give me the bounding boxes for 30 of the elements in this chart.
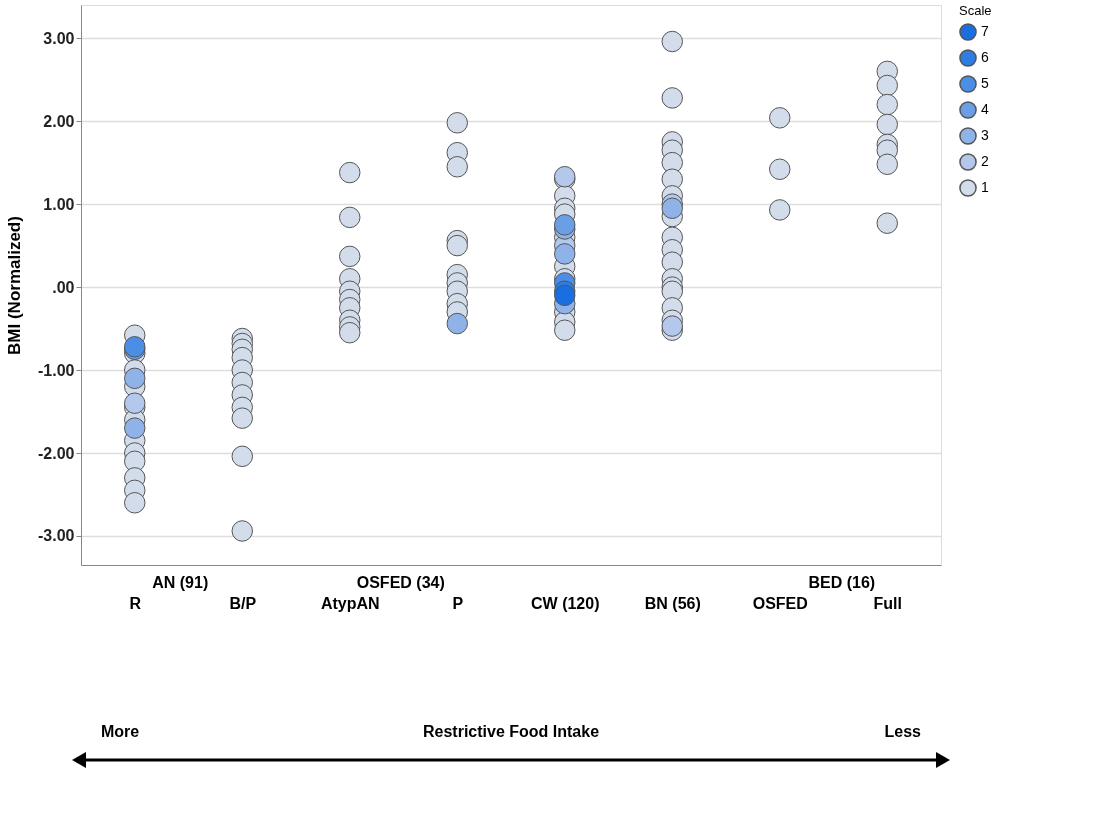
x-tick-label: CW (120)	[531, 594, 600, 612]
x-tick-label: AtypAN	[320, 594, 380, 612]
x-tick-label: OSFED	[752, 594, 808, 612]
text: OSFED (34)	[356, 574, 445, 591]
y-tick-label: 2.00	[43, 112, 75, 130]
legend-label: 4	[981, 101, 989, 117]
text: BED (16)	[808, 574, 876, 591]
legend-label: 3	[981, 127, 989, 143]
x-tick-label: R	[129, 594, 142, 612]
text: More	[101, 723, 140, 740]
text: Less	[884, 723, 922, 740]
x-tick-label: BN (56)	[644, 594, 701, 612]
y-axis-title: BMI (Normalized)	[5, 216, 25, 355]
y-tick-label: 3.00	[43, 29, 75, 47]
legend-label: 7	[981, 23, 989, 39]
legend-title: Scale	[959, 3, 992, 18]
legend-label: 1	[981, 179, 989, 195]
y-tick-label: 1.00	[43, 195, 75, 213]
y-tick-label: -2.00	[38, 444, 75, 462]
text: AN (91)	[152, 574, 209, 591]
legend-label: 5	[981, 75, 989, 91]
text: Restrictive Food Intake	[422, 723, 600, 740]
x-tick-label: P	[452, 594, 464, 612]
x-tick-label: Full	[873, 594, 902, 612]
x-tick-label: B/P	[229, 594, 257, 612]
legend-label: 2	[981, 153, 989, 169]
y-tick-label: .00	[52, 278, 75, 296]
legend-label: 6	[981, 49, 989, 65]
y-tick-label: -3.00	[38, 527, 75, 545]
y-tick-label: -1.00	[38, 361, 75, 379]
